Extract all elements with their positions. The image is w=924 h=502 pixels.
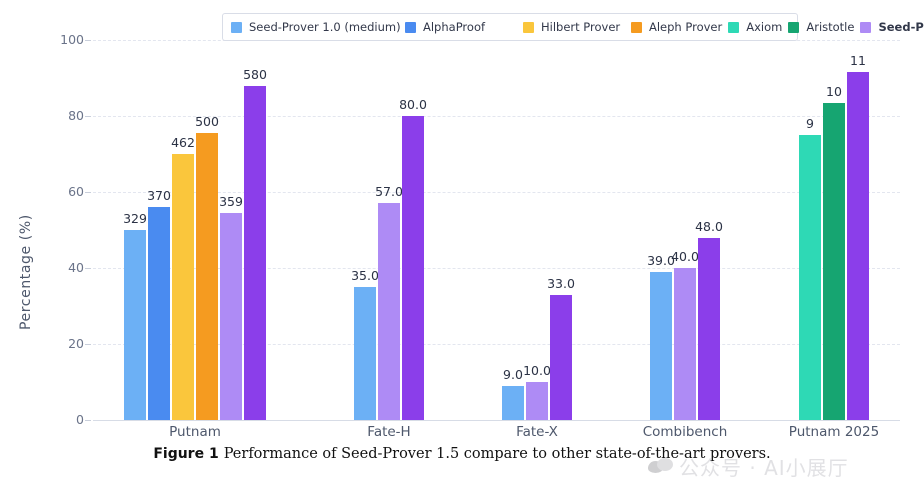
bar-value-label: 500	[195, 114, 219, 130]
y-axis-tick-label: 0	[76, 412, 84, 427]
bar-group-bars: 329 370 462 500 359 580	[123, 40, 267, 420]
bar[interactable]: 462	[171, 135, 195, 420]
bar-value-label: 80.0	[399, 97, 427, 112]
x-axis-tick-label: Putnam 2025	[788, 424, 880, 440]
x-axis-line	[93, 420, 900, 421]
gridline	[93, 116, 900, 117]
x-axis-tick-label: Fate-H	[367, 424, 411, 440]
y-axis-tick-mark	[85, 344, 91, 345]
bar-group: 39.0 40.0 48.0	[647, 40, 723, 420]
bar-value-label: 33.0	[547, 275, 575, 291]
y-axis-label: Percentage (%)	[18, 214, 34, 330]
legend-swatch	[405, 21, 416, 33]
bar[interactable]: 9.0	[502, 367, 524, 420]
bar-value-label: 48.0	[695, 218, 723, 234]
bar-value-label: 11	[850, 52, 866, 68]
bar-group-bars: 39.0 40.0 48.0	[647, 40, 723, 420]
bar[interactable]: 10	[823, 84, 845, 420]
legend-item[interactable]: Seed-Prover 1.0 (medium)	[231, 19, 401, 35]
bar[interactable]: 500	[195, 114, 219, 420]
bar[interactable]: 370	[147, 188, 171, 420]
bar[interactable]: 9	[799, 116, 821, 420]
legend: Seed-Prover 1.0 (medium) AlphaProof Hilber…	[222, 13, 924, 41]
y-axis-tick-mark	[85, 192, 91, 193]
legend-item[interactable]: Seed-Prover 1.5 (agentic prover only)	[860, 19, 924, 35]
figure-caption-text: Performance of Seed-Prover 1.5 compare t…	[223, 446, 771, 462]
figure-number: Figure 1	[153, 446, 219, 462]
bar-value-label: 9.0	[503, 366, 523, 382]
bar[interactable]: 10.0	[523, 363, 551, 420]
figure-caption: Figure 1 Performance of Seed-Prover 1.5 c…	[0, 446, 924, 462]
bar[interactable]: 11	[847, 53, 869, 420]
bar-value-label: 39.0	[647, 252, 675, 268]
y-axis-tick-label: 20	[68, 336, 84, 351]
bar-value-label: 35.0	[351, 268, 379, 283]
legend-swatch	[523, 21, 534, 33]
legend-swatch	[631, 21, 642, 33]
legend-swatch	[728, 21, 740, 33]
y-axis-tick-mark	[85, 40, 91, 41]
legend-swatch	[860, 21, 872, 33]
legend-item[interactable]: Axiom	[728, 19, 782, 35]
legend-swatch	[231, 21, 242, 33]
bar-group-bars: 9 10 11	[799, 40, 869, 420]
bar-group: 9 10 11	[799, 40, 869, 420]
bar-group-bars: 35.0 57.0 80.0	[351, 40, 427, 420]
x-axis-tick-label: Putnam	[169, 424, 221, 440]
gridline	[93, 344, 900, 345]
bar-value-label: 10.0	[523, 363, 551, 378]
bar-group: 9.0 10.0 33.0	[502, 40, 575, 420]
legend-label: Aleph Prover	[649, 20, 723, 34]
bar-value-label: 57.0	[375, 184, 403, 200]
legend-item[interactable]: AlphaProof	[405, 19, 517, 35]
legend-label: Hilbert Prover	[541, 20, 621, 34]
bar-value-label: 580	[243, 66, 267, 82]
bar-group: 329 370 462 500 359 580	[123, 40, 267, 420]
bar[interactable]: 359	[219, 194, 243, 420]
legend-label: Aristotle	[806, 20, 855, 34]
bar[interactable]: 33.0	[547, 276, 575, 420]
bar-value-label: 462	[171, 135, 195, 150]
legend-item[interactable]: Hilbert Prover	[523, 19, 625, 35]
legend-label: AlphaProof	[423, 20, 486, 34]
x-axis-tick-label: Fate-X	[516, 424, 558, 440]
legend-label: Axiom	[746, 20, 783, 34]
bar[interactable]: 39.0	[647, 253, 675, 420]
plot-area: 0 20 40 60 80 100 329 370 462 500 359 580 35.0 57.0 80…	[60, 32, 900, 427]
y-axis-tick-mark	[85, 268, 91, 269]
bar-value-label: 40.0	[671, 249, 699, 264]
bar[interactable]: 48.0	[695, 219, 723, 420]
bar[interactable]: 35.0	[351, 268, 379, 420]
legend-label: Seed-Prover 1.5 (agentic prover only)	[878, 20, 924, 34]
y-axis-tick-mark	[85, 420, 91, 421]
bar-value-label: 10	[826, 84, 842, 100]
y-axis-tick-label: 60	[68, 184, 84, 199]
gridline	[93, 268, 900, 269]
bar[interactable]: 580	[243, 67, 267, 420]
bar[interactable]: 40.0	[671, 249, 699, 420]
x-axis-tick-label: Combibench	[642, 424, 728, 440]
legend-item[interactable]: Aleph Prover	[631, 19, 722, 35]
bar[interactable]: 57.0	[375, 184, 403, 420]
gridline	[93, 192, 900, 193]
bar-value-label: 9	[806, 116, 814, 131]
bar-value-label: 359	[219, 193, 243, 209]
y-axis-tick-mark	[85, 116, 91, 117]
bar-value-label: 329	[123, 211, 147, 226]
y-axis-tick-label: 100	[60, 32, 84, 47]
bar-group: 35.0 57.0 80.0	[351, 40, 427, 420]
bar-value-label: 370	[147, 188, 171, 204]
bar[interactable]: 329	[123, 211, 147, 420]
legend-swatch	[788, 21, 800, 33]
y-axis-tick-label: 40	[68, 260, 84, 275]
legend-label: Seed-Prover 1.0 (medium)	[249, 20, 401, 34]
bar-group-bars: 9.0 10.0 33.0	[502, 40, 575, 420]
legend-item[interactable]: Aristotle	[788, 19, 854, 35]
bar[interactable]: 80.0	[399, 97, 427, 420]
y-axis-tick-label: 80	[68, 108, 84, 123]
